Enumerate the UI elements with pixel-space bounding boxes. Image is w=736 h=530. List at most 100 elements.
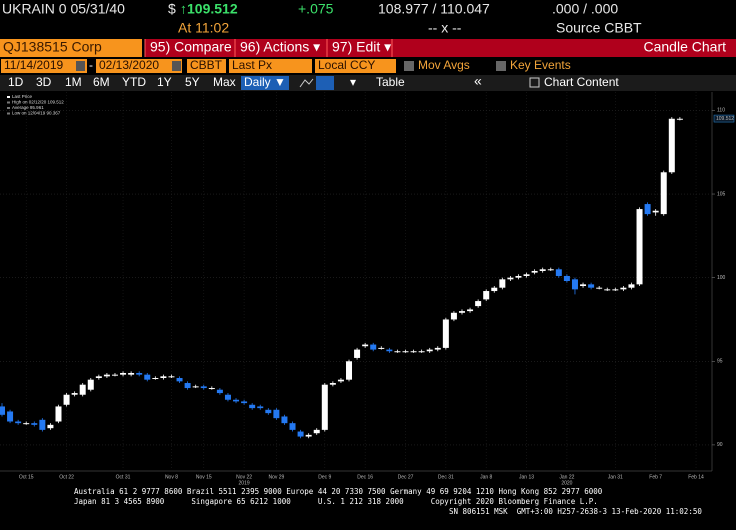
calendar-icon[interactable] [172,61,181,71]
frequency-field[interactable] [241,76,289,90]
content-icon[interactable] [529,77,540,88]
pricing-field[interactable] [187,59,226,73]
period-button[interactable]: 5Y [185,75,200,89]
x-tick-label: Dec 27 [398,474,414,480]
y-tick-label: 90 [717,442,723,448]
footer-contacts: Japan 81 3 4565 8900 Singapore 65 6212 1… [74,497,598,506]
table-button[interactable]: Table [376,75,405,89]
candle-body [273,409,280,419]
candle-body [249,404,256,409]
x-tick-label: Nov 8 [165,474,178,480]
field-selector[interactable] [229,59,312,73]
line-icon[interactable] [299,78,314,88]
chart-content-button[interactable]: Chart Content [544,75,619,89]
candle-body [152,378,159,380]
candle-body [233,399,240,402]
candle-body [289,423,296,430]
x-tick-label: Jan 8 [480,474,492,480]
end-date-field[interactable] [96,59,182,73]
x-tick-label: Oct 22 [59,474,74,480]
y-tick-label: 105 [717,191,726,197]
candle-body [596,287,603,289]
date-dash: - [89,58,93,72]
candle-body [216,389,223,394]
candle-body [111,374,118,376]
candle-body [337,379,344,382]
candle-body [475,301,482,307]
collapse-button[interactable]: « [474,73,482,89]
candle-body [434,347,441,350]
period-button[interactable]: 1Y [157,75,172,89]
candle-body [458,311,465,313]
time: At 11:02 [178,20,229,36]
x-tick-label: Oct 15 [19,474,34,480]
x-tick-label: Oct 31 [116,474,131,480]
period-button[interactable]: YTD [122,75,146,89]
dropdown-arrow[interactable]: ▾ [350,75,356,89]
last-price: ↑109.512 [180,1,238,17]
candle-body [79,384,86,395]
candle-body [329,383,336,385]
period-button[interactable]: Max [213,75,236,89]
candle-body [370,344,377,350]
yield: .000 / .000 [552,1,618,17]
candle-body [628,284,635,288]
candle-body [71,393,78,395]
actions-button[interactable]: 96) Actions ▾ [240,39,320,55]
candle-body [87,379,94,390]
legend-entry: Last Price [12,94,33,99]
candle-body [39,419,46,430]
candle-body [144,374,151,380]
candle-body [539,269,546,271]
candle-body [55,406,62,422]
ticker[interactable]: QJ138515 Corp [3,39,102,55]
field[interactable]: Last Px [232,58,272,72]
period-button[interactable]: 1M [65,75,82,89]
candle-body [313,429,320,434]
candle-body [523,274,530,276]
candle-body [120,372,127,375]
candle-body [23,423,30,425]
candle-body [644,204,651,215]
start-date[interactable]: 11/14/2019 [4,58,63,72]
chart-type-button[interactable] [316,76,334,90]
y-tick-label: 100 [717,275,726,281]
candle-body [402,351,409,353]
checkbox[interactable] [496,61,506,71]
candle-body [442,319,449,348]
edit-button[interactable]: 97) Edit ▾ [332,39,391,55]
end-date[interactable]: 02/13/2020 [99,58,159,72]
candle-body [612,289,619,291]
candle-body [491,287,498,292]
candle-body [563,275,570,281]
ticker-field[interactable] [0,39,142,57]
frequency[interactable]: Daily ▼ [244,75,286,89]
currency-selector[interactable] [315,59,396,73]
change: +.075 [298,1,334,17]
x-tick-label: Jan 22 [559,474,574,480]
calendar-icon[interactable] [76,61,85,71]
candle-body [160,376,167,379]
period-button[interactable]: 6M [93,75,110,89]
candle-body [410,351,417,353]
checkbox[interactable] [404,61,414,71]
start-date-field[interactable] [1,59,87,73]
mov-avgs[interactable]: Mov Avgs [418,58,470,72]
candle-body [636,209,643,285]
candle-body [265,409,272,414]
period-button[interactable]: 3D [36,75,52,89]
candle-body [580,284,587,287]
candle-body [297,431,304,437]
compare-button[interactable]: 95) Compare [150,39,232,55]
pricing-source[interactable]: CBBT [190,58,223,72]
x-tick-label: Nov 29 [268,474,284,480]
candle-body [0,406,5,415]
period-button[interactable]: 1D [8,75,24,89]
key-events[interactable]: Key Events [510,58,571,72]
currency-mode[interactable]: Local CCY [318,58,375,72]
candle-body [378,347,385,349]
candle-body [515,275,522,278]
candle-body [354,349,361,358]
candle-body [418,351,425,353]
